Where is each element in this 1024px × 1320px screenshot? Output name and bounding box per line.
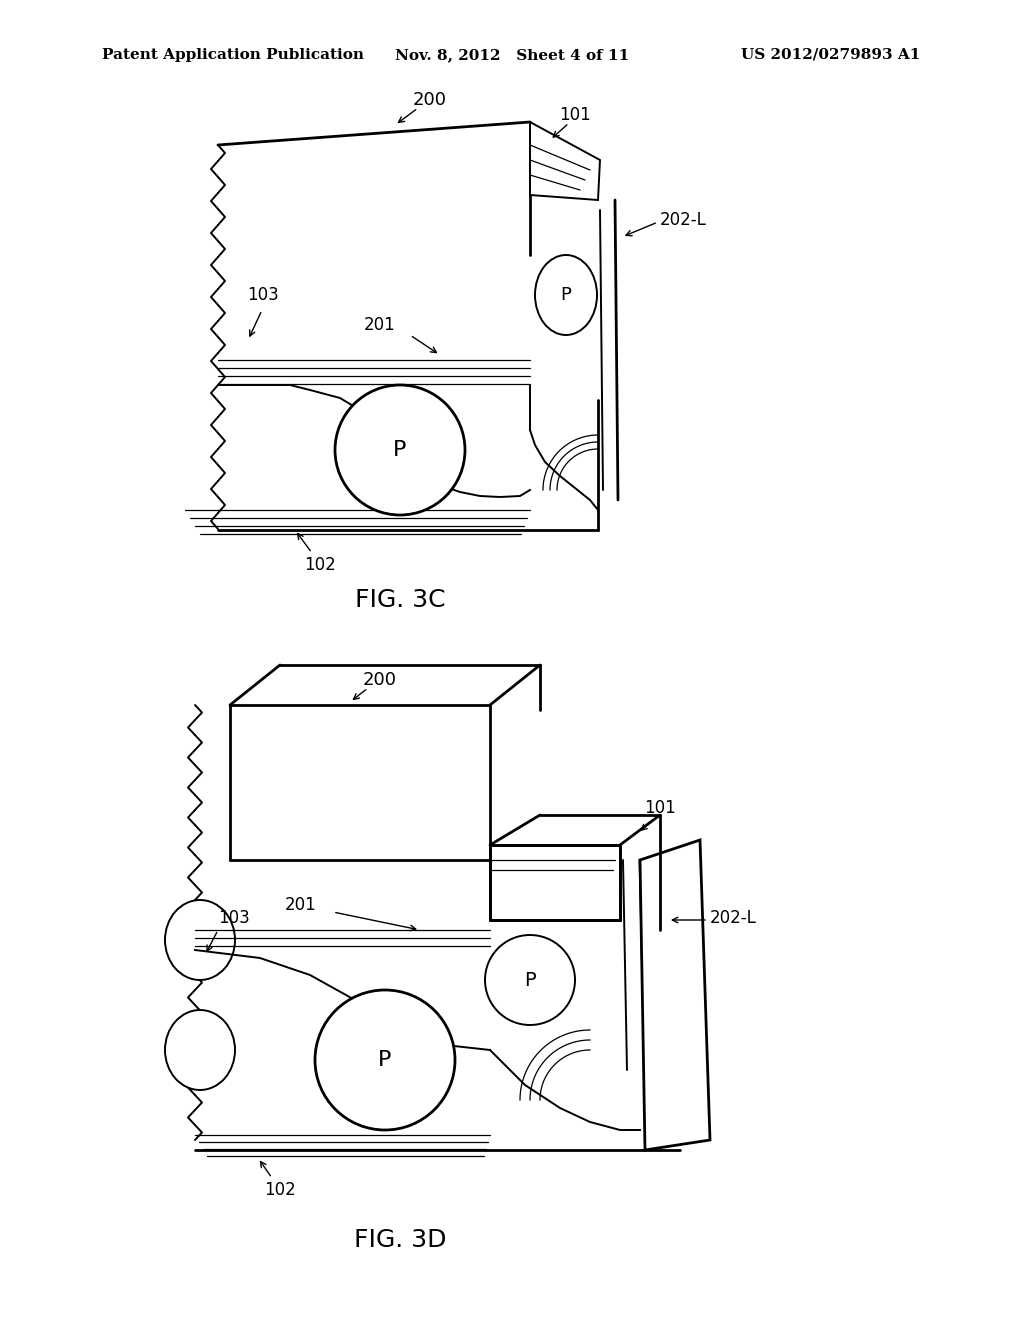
Text: 101: 101 — [559, 106, 591, 124]
Ellipse shape — [165, 900, 234, 979]
Text: P: P — [560, 286, 571, 304]
Ellipse shape — [335, 385, 465, 515]
Polygon shape — [490, 845, 620, 920]
Text: 202-L: 202-L — [710, 909, 757, 927]
Text: P: P — [378, 1049, 392, 1071]
Ellipse shape — [535, 255, 597, 335]
Text: 102: 102 — [304, 556, 336, 574]
Text: 200: 200 — [413, 91, 447, 110]
Text: P: P — [524, 970, 536, 990]
Text: 102: 102 — [264, 1181, 296, 1199]
Text: Patent Application Publication: Patent Application Publication — [102, 48, 364, 62]
Polygon shape — [530, 121, 600, 201]
Polygon shape — [490, 814, 660, 845]
Text: FIG. 3D: FIG. 3D — [353, 1228, 446, 1251]
Ellipse shape — [485, 935, 575, 1026]
Text: FIG. 3C: FIG. 3C — [354, 587, 445, 612]
Text: 200: 200 — [362, 671, 397, 689]
Text: P: P — [393, 440, 407, 459]
Text: 201: 201 — [365, 315, 396, 334]
Ellipse shape — [315, 990, 455, 1130]
Text: 201: 201 — [285, 896, 316, 913]
Text: Nov. 8, 2012   Sheet 4 of 11: Nov. 8, 2012 Sheet 4 of 11 — [395, 48, 629, 62]
Text: US 2012/0279893 A1: US 2012/0279893 A1 — [740, 48, 920, 62]
Text: 202-L: 202-L — [660, 211, 707, 228]
Text: 101: 101 — [644, 799, 676, 817]
Text: 103: 103 — [218, 909, 250, 927]
Polygon shape — [640, 840, 710, 1150]
Ellipse shape — [165, 1010, 234, 1090]
Text: 103: 103 — [247, 286, 279, 304]
